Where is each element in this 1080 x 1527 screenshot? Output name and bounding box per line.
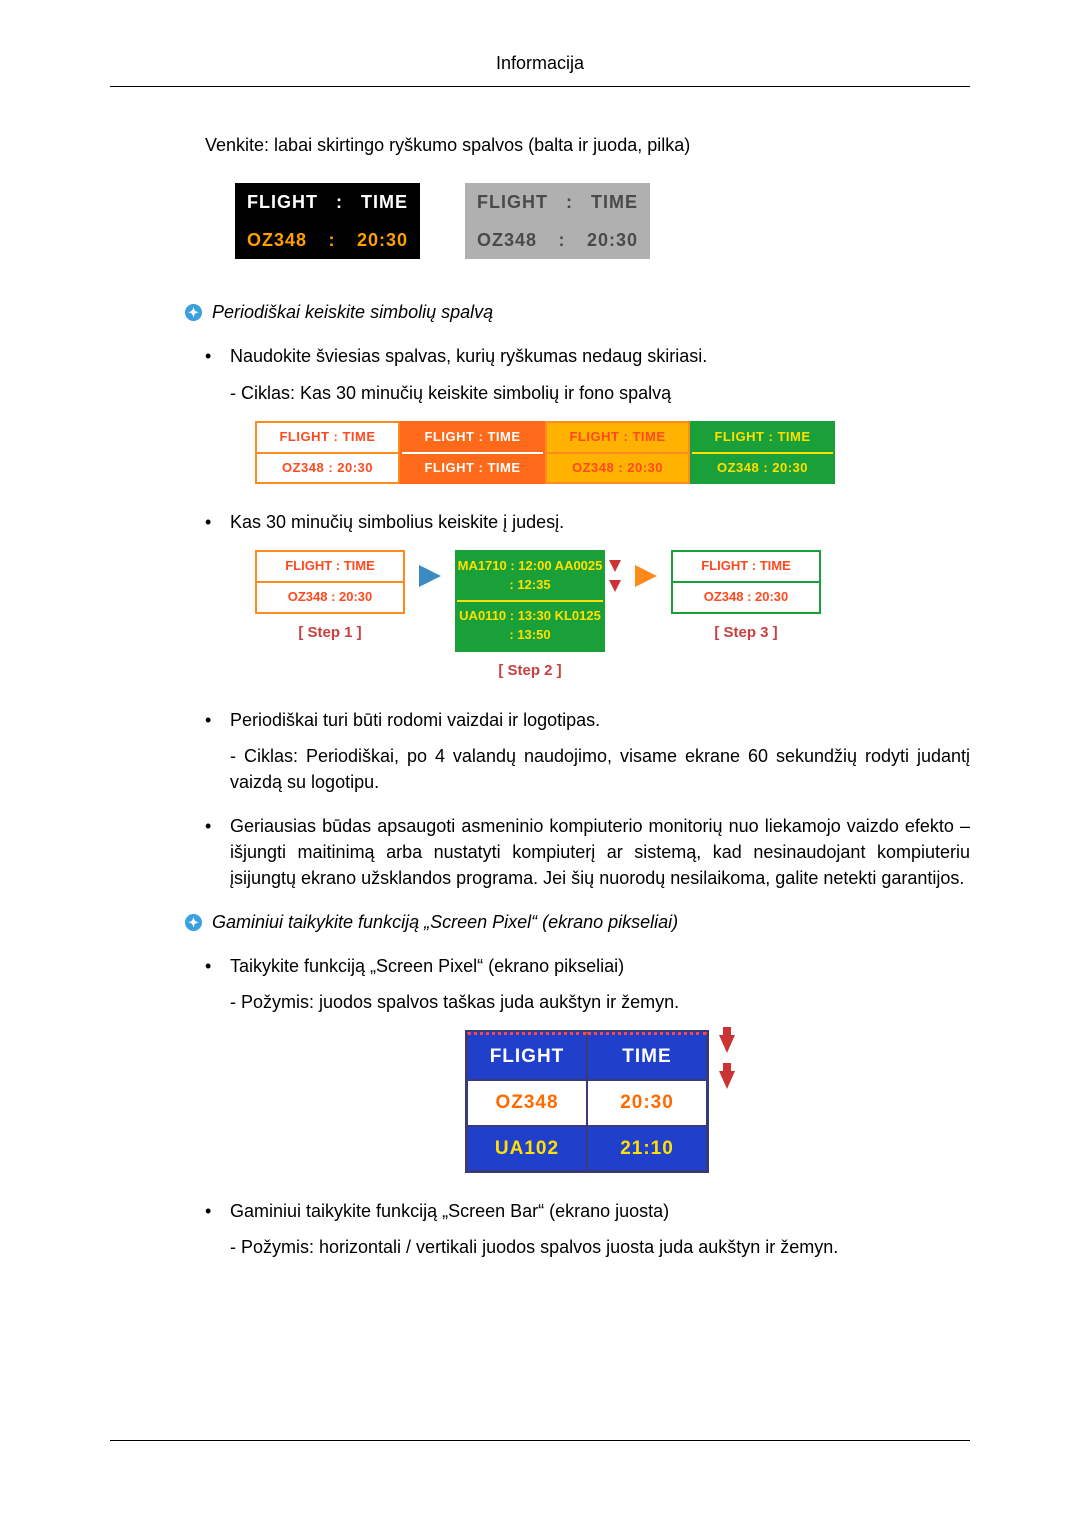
bullet-item: Taikykite funkciją „Screen Pixel“ (ekran… xyxy=(205,953,970,1173)
label: FLIGHT xyxy=(247,189,318,215)
plus-icon: ✦ xyxy=(185,304,202,321)
step-label: [ Step 3 ] xyxy=(671,622,821,644)
figure-motion-steps: FLIGHT : TIME OZ348 : 20:30 [ Step 1 ] M… xyxy=(255,550,970,681)
color-box: FLIGHT : TIME FLIGHT : TIME xyxy=(400,421,545,485)
heading-text: Gaminiui taikykite funkciją „Screen Pixe… xyxy=(212,909,678,935)
figure-color-cycle: FLIGHT : TIME OZ348 : 20:30 FLIGHT : TIM… xyxy=(255,421,970,485)
table-cell: OZ348 xyxy=(467,1080,587,1126)
table-header: TIME xyxy=(587,1032,707,1080)
flight-box-dark: FLIGHT:TIME OZ348:20:30 xyxy=(235,183,420,259)
bullet-item: Kas 30 minučių simbolius keiskite į jude… xyxy=(205,509,970,681)
page-header: Informacija xyxy=(110,50,970,87)
table-cell: 20:30 xyxy=(587,1080,707,1126)
sub-item: - Požymis: horizontali / vertikali juodo… xyxy=(230,1234,970,1260)
step-1: FLIGHT : TIME OZ348 : 20:30 [ Step 1 ] xyxy=(255,550,405,643)
figure-contrast-examples: FLIGHT:TIME OZ348:20:30 FLIGHT:TIME OZ34… xyxy=(235,183,970,259)
footer-rule xyxy=(110,1440,970,1441)
sub-item: - Ciklas: Periodiškai, po 4 valandų naud… xyxy=(230,743,970,795)
plus-icon: ✦ xyxy=(185,914,202,931)
bullet-item: Geriausias būdas apsaugoti asmeninio kom… xyxy=(205,813,970,891)
table-cell: 21:10 xyxy=(587,1126,707,1172)
heading-text: Periodiškai keiskite simbolių spalvą xyxy=(212,299,493,325)
sub-item: - Požymis: juodos spalvos taškas juda au… xyxy=(230,989,970,1015)
color-box: FLIGHT : TIME OZ348 : 20:30 xyxy=(545,421,690,485)
color-box: FLIGHT : TIME OZ348 : 20:30 xyxy=(690,421,835,485)
step-label: [ Step 2 ] xyxy=(455,660,605,682)
section-heading-1: ✦ Periodiškai keiskite simbolių spalvą xyxy=(185,299,970,325)
bullet-item: Naudokite šviesias spalvas, kurių ryškum… xyxy=(205,343,970,484)
step-3: FLIGHT : TIME OZ348 : 20:30 [ Step 3 ] xyxy=(671,550,821,643)
table-header: FLIGHT xyxy=(467,1032,587,1080)
page-content: Venkite: labai skirtingo ryškumo spalvos… xyxy=(110,132,970,1260)
section-heading-2: ✦ Gaminiui taikykite funkciją „Screen Pi… xyxy=(185,909,970,935)
color-box: FLIGHT : TIME OZ348 : 20:30 xyxy=(255,421,400,485)
table-cell: UA102 xyxy=(467,1126,587,1172)
bullet-item: Gaminiui taikykite funkciją „Screen Bar“… xyxy=(205,1198,970,1260)
figure-screen-pixel: FLIGHT TIME OZ348 20:30 UA102 21:10 xyxy=(465,1030,735,1173)
intro-text: Venkite: labai skirtingo ryškumo spalvos… xyxy=(205,132,970,158)
arrow-down-icon xyxy=(719,1035,735,1089)
flight-box-grey: FLIGHT:TIME OZ348:20:30 xyxy=(465,183,650,259)
arrow-right-icon xyxy=(621,550,671,602)
step-2: MA1710 : 12:00 AA0025 : 12:35 UA0110 : 1… xyxy=(455,550,605,681)
arrow-right-icon xyxy=(405,550,455,602)
arrow-down-icon xyxy=(609,550,621,602)
bullet-item: Periodiškai turi būti rodomi vaizdai ir … xyxy=(205,707,970,795)
step-label: [ Step 1 ] xyxy=(255,622,405,644)
sub-item: - Ciklas: Kas 30 minučių keiskite simbol… xyxy=(230,380,970,406)
